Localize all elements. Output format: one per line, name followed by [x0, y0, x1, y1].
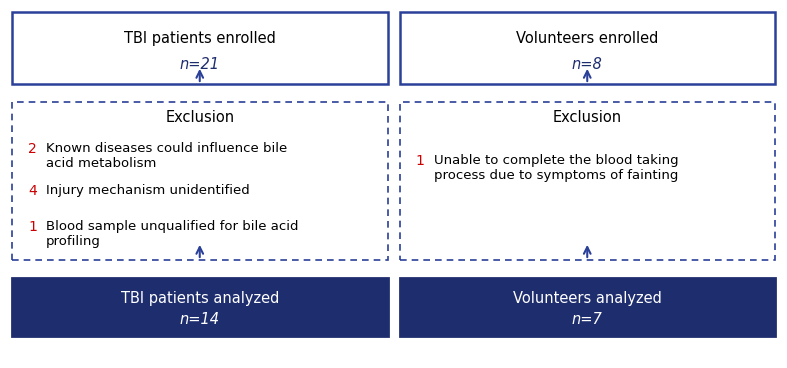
Text: 2: 2 — [28, 142, 37, 156]
FancyBboxPatch shape — [12, 12, 387, 84]
Text: n=21: n=21 — [179, 57, 220, 72]
FancyBboxPatch shape — [400, 12, 775, 84]
Text: 4: 4 — [28, 184, 37, 198]
Text: Exclusion: Exclusion — [552, 110, 622, 125]
Text: n=14: n=14 — [179, 312, 220, 327]
Text: Blood sample unqualified for bile acid
profiling: Blood sample unqualified for bile acid p… — [46, 220, 298, 248]
Text: 1: 1 — [416, 154, 424, 168]
Text: Known diseases could influence bile
acid metabolism: Known diseases could influence bile acid… — [46, 142, 287, 170]
FancyBboxPatch shape — [12, 278, 387, 336]
Text: n=7: n=7 — [572, 312, 603, 327]
Text: Unable to complete the blood taking
process due to symptoms of fainting: Unable to complete the blood taking proc… — [434, 154, 678, 182]
FancyBboxPatch shape — [12, 102, 387, 260]
FancyBboxPatch shape — [400, 102, 775, 260]
FancyBboxPatch shape — [400, 278, 775, 336]
Text: Volunteers enrolled: Volunteers enrolled — [516, 31, 659, 46]
Text: n=8: n=8 — [572, 57, 603, 72]
Text: TBI patients analyzed: TBI patients analyzed — [120, 291, 279, 306]
Text: Injury mechanism unidentified: Injury mechanism unidentified — [46, 184, 249, 197]
Text: Volunteers analyzed: Volunteers analyzed — [513, 291, 662, 306]
Text: Exclusion: Exclusion — [165, 110, 235, 125]
Text: 1: 1 — [28, 220, 37, 234]
Text: TBI patients enrolled: TBI patients enrolled — [124, 31, 275, 46]
